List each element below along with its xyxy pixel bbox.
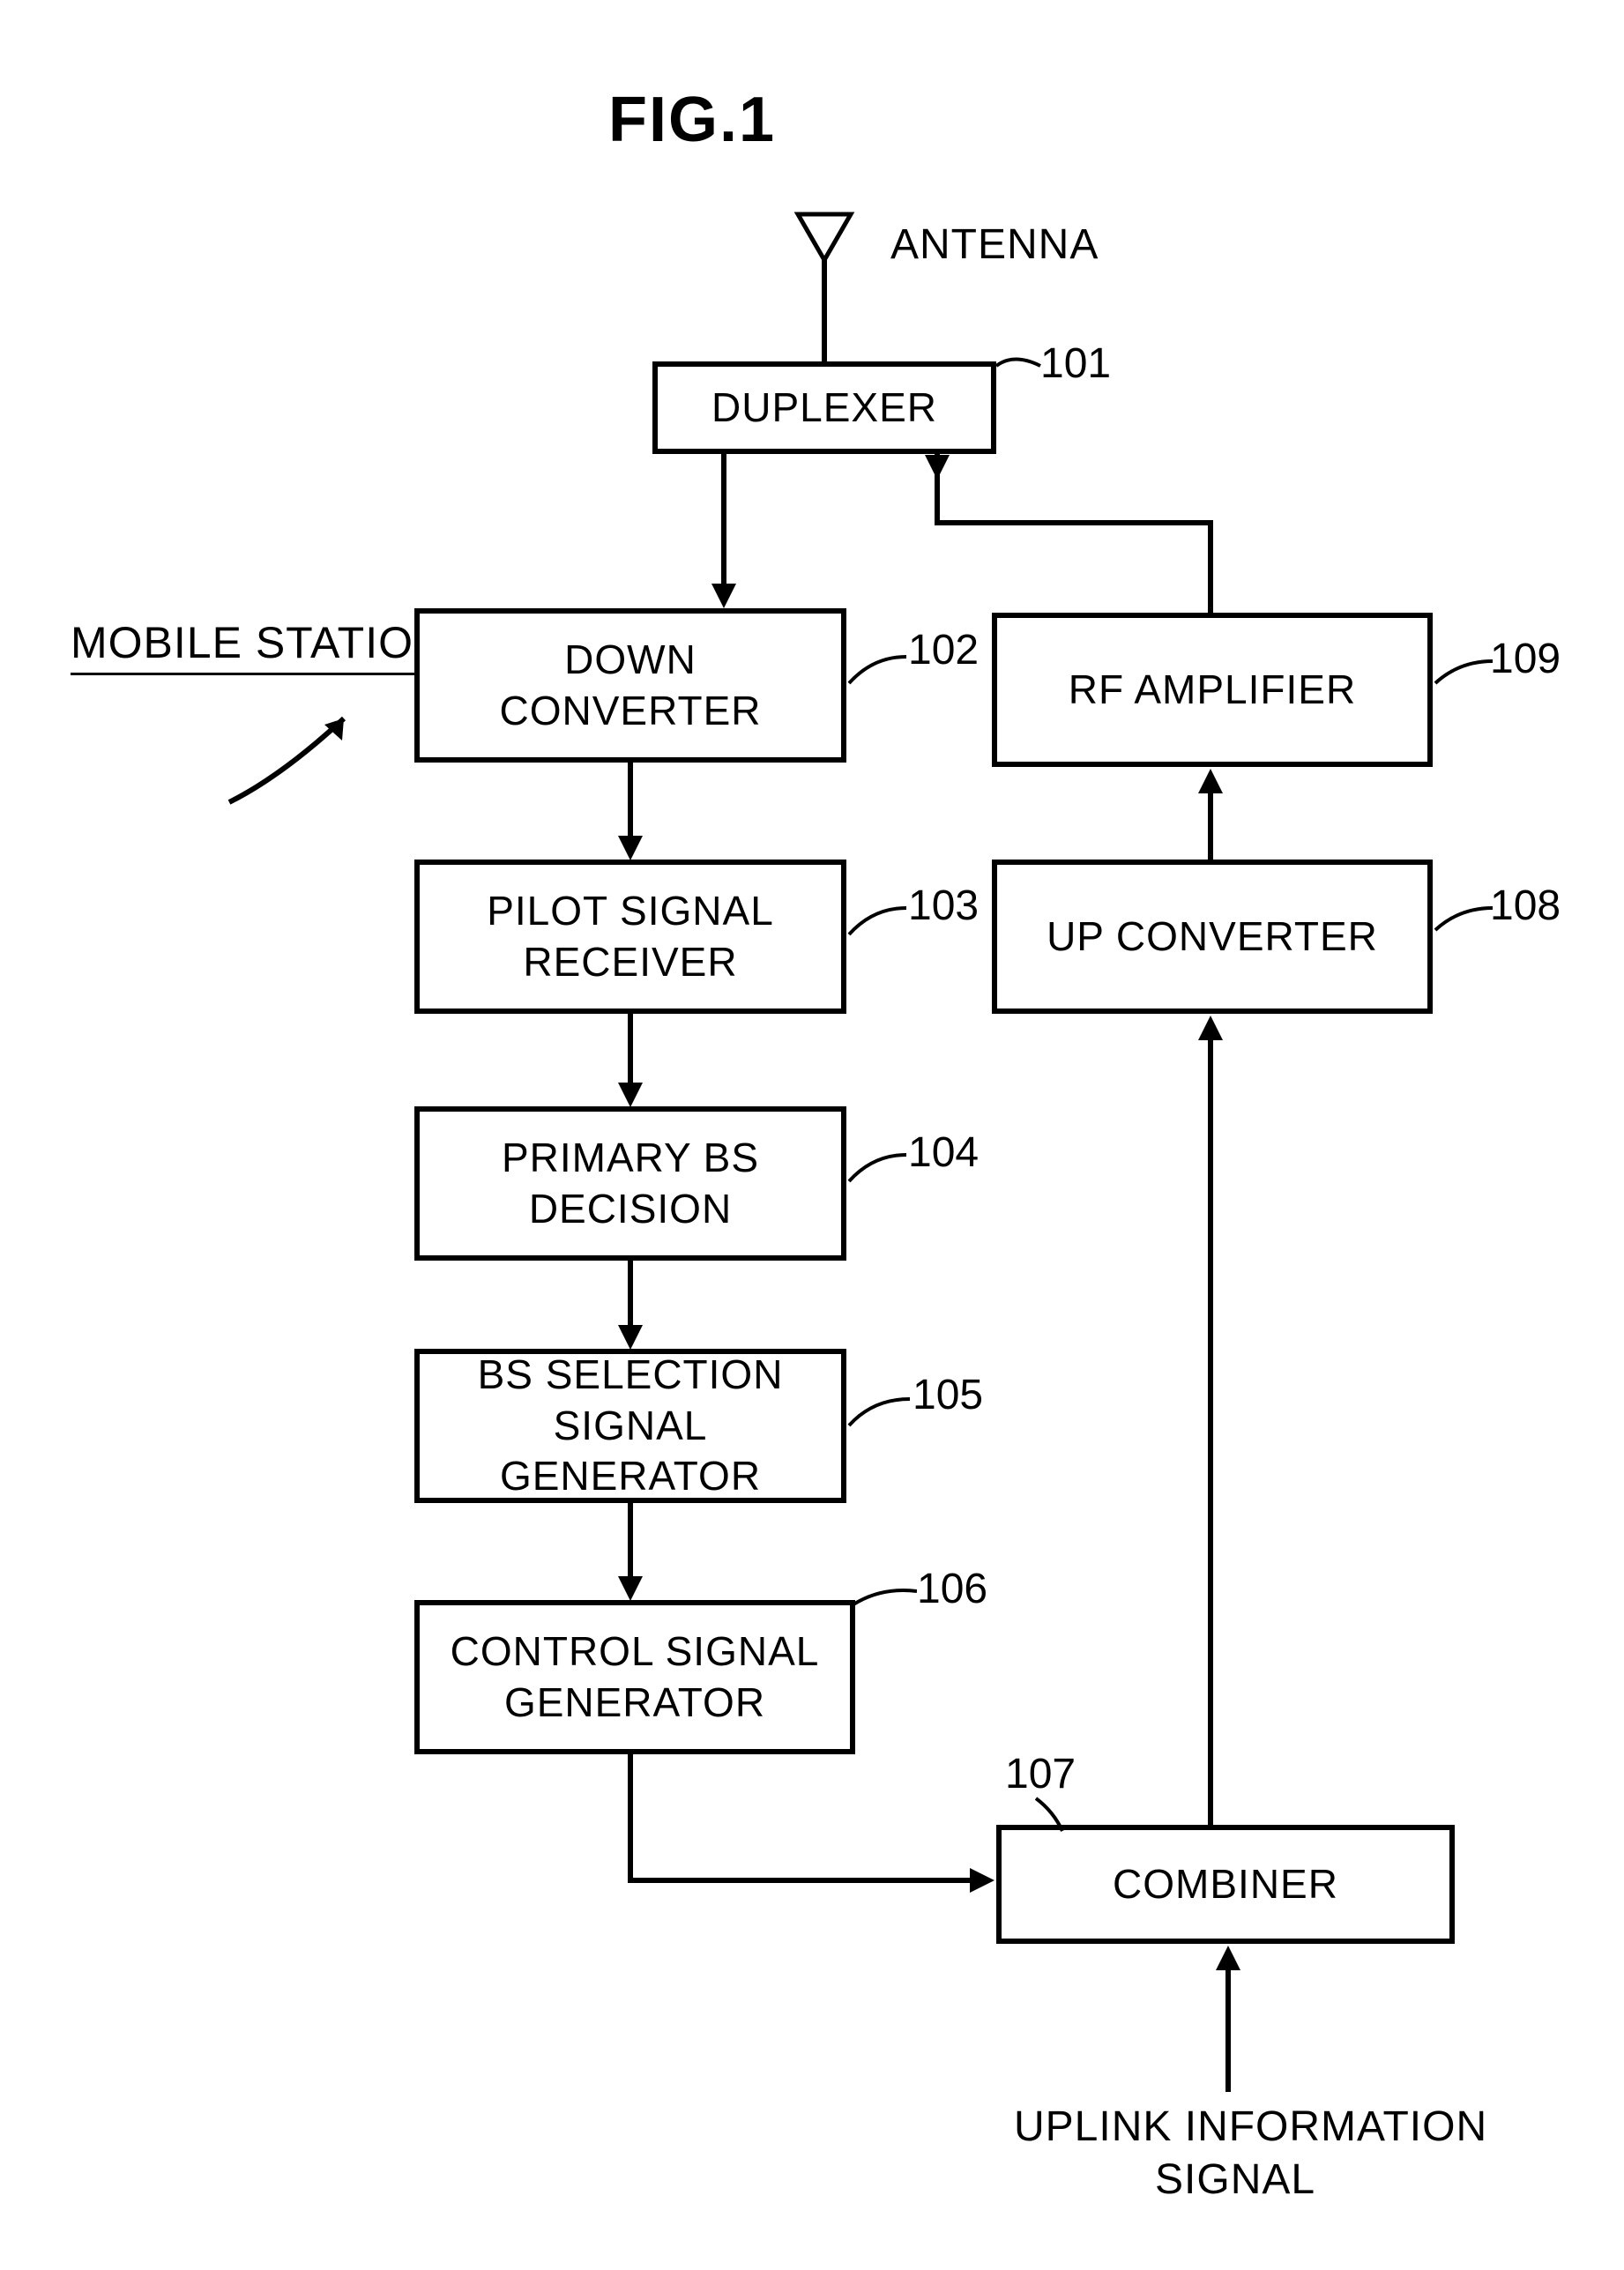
ref-102: 102 [908, 626, 979, 674]
arrowhead-to-duplexer [925, 455, 950, 480]
combiner-block: COMBINER [996, 1825, 1455, 1944]
figure-title: FIG.1 [608, 84, 776, 156]
down-converter-block: DOWN CONVERTER [414, 608, 846, 763]
primary-bs-decision-block: PRIMARY BS DECISION [414, 1106, 846, 1261]
ref-106: 106 [917, 1565, 987, 1613]
line-uc-rfa [1208, 792, 1213, 860]
pilot-signal-receiver-block: PILOT SIGNAL RECEIVER [414, 860, 846, 1014]
arrowhead-to-pbd [618, 1083, 643, 1107]
line-uplink-in [1225, 1969, 1231, 2092]
lead-104 [846, 1150, 908, 1186]
duplexer-block: DUPLEXER [652, 361, 996, 454]
line-rfa-left2 [935, 520, 1028, 525]
line-pbd-bss [628, 1261, 633, 1327]
arrowhead-uplink-in [1216, 1946, 1240, 1970]
line-combiner-upconverter [1208, 1038, 1213, 1825]
lead-108 [1433, 904, 1494, 939]
antenna-label: ANTENNA [890, 220, 1099, 269]
lead-103 [846, 904, 908, 939]
arrowhead-to-csg [618, 1576, 643, 1601]
line-rfa-up [1208, 520, 1213, 613]
arrowhead-to-rfa [1198, 769, 1223, 793]
arrowhead-to-upconverter [1198, 1016, 1223, 1040]
ref-103: 103 [908, 882, 979, 930]
antenna-icon [789, 207, 860, 361]
bs-selection-block: BS SELECTION SIGNAL GENERATOR [414, 1349, 846, 1503]
lead-102 [846, 652, 908, 688]
lead-105 [846, 1395, 913, 1430]
line-csg-down [628, 1754, 633, 1883]
ref-101: 101 [1040, 339, 1111, 388]
arrowhead-to-psr [618, 836, 643, 860]
rf-amplifier-block: RF AMPLIFIER [992, 613, 1433, 767]
line-rfa-left [1023, 520, 1213, 525]
ref-104: 104 [908, 1128, 979, 1177]
up-converter-block: UP CONVERTER [992, 860, 1433, 1014]
ref-109: 109 [1490, 635, 1561, 683]
line-bss-csg [628, 1503, 633, 1578]
arrowhead-to-bss [618, 1325, 643, 1350]
line-dc-psr [628, 763, 633, 837]
lead-101 [992, 348, 1045, 392]
ref-108: 108 [1490, 882, 1561, 930]
line-duplexer-down [721, 454, 726, 586]
diagram-canvas: FIG.1 MOBILE STATION ANTENNA DUPLEXER 10… [0, 0, 1624, 2270]
section-label: MOBILE STATION [71, 617, 446, 675]
section-arrow-icon [212, 696, 388, 820]
lead-106 [851, 1582, 917, 1618]
ref-107: 107 [1005, 1750, 1076, 1798]
lead-107 [1032, 1794, 1076, 1834]
control-signal-generator-block: CONTROL SIGNAL GENERATOR [414, 1600, 855, 1754]
line-csg-right [628, 1878, 972, 1883]
arrowhead-to-combiner [970, 1868, 995, 1893]
uplink-label-1: UPLINK INFORMATION [1014, 2103, 1487, 2151]
uplink-label-2: SIGNAL [1155, 2155, 1315, 2204]
lead-109 [1433, 657, 1494, 692]
line-psr-pbd [628, 1014, 633, 1084]
ref-105: 105 [913, 1371, 983, 1419]
arrowhead-to-downconverter [711, 584, 736, 608]
